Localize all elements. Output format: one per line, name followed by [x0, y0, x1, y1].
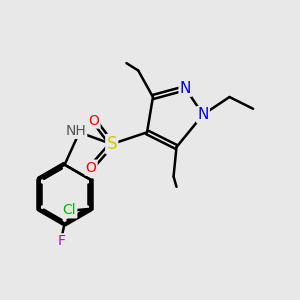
- Text: NH: NH: [65, 124, 86, 138]
- Text: O: O: [88, 114, 100, 128]
- Text: Cl: Cl: [63, 203, 76, 218]
- Text: F: F: [58, 234, 66, 248]
- Text: O: O: [86, 161, 97, 175]
- Text: N: N: [180, 81, 191, 96]
- Text: N: N: [197, 107, 209, 122]
- Text: S: S: [106, 135, 117, 153]
